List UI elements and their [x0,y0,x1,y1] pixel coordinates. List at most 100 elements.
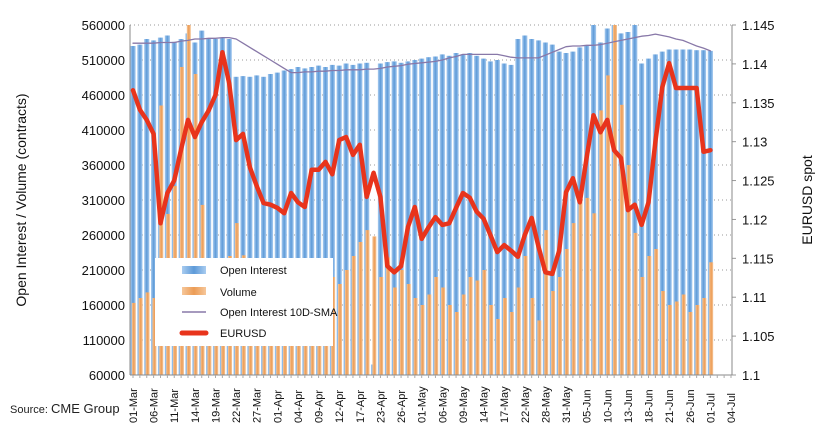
bar-open-interest [144,39,150,375]
bar-open-interest [467,53,473,375]
bar-open-interest [425,57,432,375]
x-tick-label: 23-Apr [375,390,387,423]
x-tick-label: 22-Mar [231,388,243,423]
y-tick-label-right: 1.1 [742,368,760,383]
line-eurusd [130,49,713,277]
bar-open-interest [206,39,212,375]
x-tick-label: 14-May [479,386,491,423]
x-tick-label: 19-Mar [210,388,222,423]
source-name: CME Group [50,401,120,416]
bar-open-interest [522,35,528,375]
bar-volume [434,277,439,375]
x-tick-label: 12-Apr [334,390,346,423]
bar-volume [674,301,679,375]
bar-open-interest [474,55,480,376]
bar-volume [612,25,617,375]
bar-open-interest [673,49,679,375]
bar-volume [681,294,686,375]
bar-open-interest [302,68,308,376]
bar-volume [186,25,191,375]
x-tick-label: 21-Jun [664,389,676,423]
bar-open-interest [446,55,452,376]
bar-open-interest [219,37,225,375]
x-tick-label: 14-Mar [190,388,202,423]
bar-open-interest [487,61,494,376]
bar-open-interest [164,35,170,375]
source-note: Source: CME Group [10,401,120,416]
bar-volume [606,75,611,376]
bar-volume [475,280,480,375]
bar-volume [379,277,384,375]
bar-open-interest [336,65,342,375]
bar-open-interest [240,76,246,375]
bar-volume [344,270,349,375]
bar-open-interest [295,67,301,375]
x-tick-label: 17-Apr [355,390,367,423]
bar-open-interest [542,42,549,375]
bar-volume [654,249,659,375]
bar-volume [626,165,631,375]
bar-open-interest [357,63,363,375]
bar-open-interest [535,40,542,376]
bar-volume [351,256,356,375]
bar-open-interest [659,51,665,375]
y-tick-label-left: 510000 [82,53,125,68]
x-tick-label: 18-Jun [644,389,656,423]
legend-label-sma: Open Interest 10D-SMA [220,307,338,319]
bars [130,25,714,376]
bar-open-interest [288,69,294,375]
bar-volume [578,200,583,375]
bar-volume [647,256,652,375]
bar-volume [592,213,597,375]
x-tick-label: 31-May [561,386,573,423]
x-tick-label: 09-Apr [314,390,326,423]
legend-label-eurusd: EURUSD [220,328,267,340]
bar-open-interest [549,44,555,375]
bar-volume [688,312,693,375]
legend-label-volume: Volume [220,287,257,299]
bar-open-interest [590,25,597,375]
x-tick-label: 04-Apr [293,390,305,423]
bar-volume [152,298,157,375]
bar-open-interest [687,49,693,375]
bar-volume [551,291,556,375]
bar-volume [179,67,184,375]
bar-volume [530,298,535,375]
y-tick-label-left: 260000 [82,228,125,243]
bar-open-interest [652,54,658,376]
y-tick-label-right: 1.125 [742,174,775,189]
bar-volume [640,277,645,375]
legend: Open Interest Volume Open Interest 10D-S… [155,258,338,346]
bar-open-interest [556,51,562,375]
bar-volume [131,302,136,375]
bar-open-interest [315,65,322,375]
y-tick-label-left: 360000 [82,158,125,173]
bar-open-interest [501,63,507,375]
bar-open-interest [130,46,136,375]
y-tick-label-right: 1.135 [742,96,775,111]
bar-volume [544,230,549,375]
bar-volume [406,284,411,375]
y-axis-left-title: Open Interest / Volume (contracts) [13,93,29,306]
bar-volume [516,287,521,375]
bar-open-interest [700,50,707,375]
bar-open-interest [309,67,315,375]
y-tick-label-left: 110000 [83,333,125,348]
bar-volume [599,110,604,376]
bar-volume [496,319,501,375]
x-tick-label: 13-Jun [623,389,635,423]
y-tick-label-left: 160000 [82,298,125,313]
legend-swatch-open-interest [182,266,206,274]
bar-open-interest [364,62,370,376]
x-tick-label: 04-Jul [726,393,738,423]
bar-volume [413,298,418,375]
y-tick-label-right: 1.115 [742,251,774,266]
bar-volume [159,105,164,375]
bar-volume [145,292,150,375]
bar-open-interest [666,49,672,375]
y-axis-right-title: EURUSD spot [799,155,815,245]
y-tick-label-right: 1.14 [742,57,767,72]
y-tick-label-left: 460000 [82,88,125,103]
bar-open-interest [515,39,521,375]
